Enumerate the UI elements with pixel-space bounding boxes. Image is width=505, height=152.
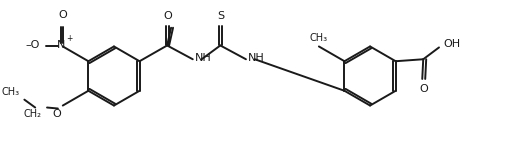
Text: CH₃: CH₃ [2, 87, 19, 97]
Text: O: O [58, 10, 67, 20]
Text: OH: OH [442, 40, 459, 50]
Text: N: N [57, 40, 65, 50]
Text: –O: –O [26, 40, 40, 50]
Text: S: S [217, 11, 224, 21]
Text: O: O [163, 11, 172, 21]
Text: NH: NH [247, 53, 264, 63]
Text: CH₂: CH₂ [23, 109, 41, 119]
Text: O: O [419, 84, 428, 94]
Text: NH: NH [194, 53, 211, 63]
Text: +: + [66, 33, 72, 43]
Text: O: O [52, 109, 61, 119]
Text: CH₃: CH₃ [309, 33, 327, 43]
